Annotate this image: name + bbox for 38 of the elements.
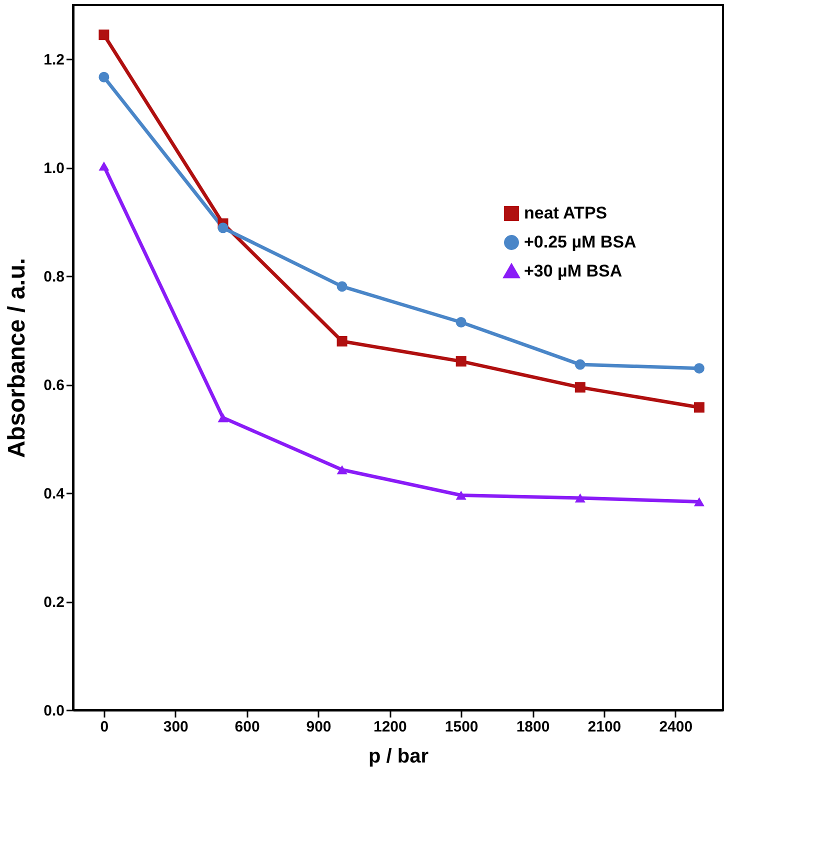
x-tick-label: 1200 [373, 718, 407, 736]
x-tick-label: 0 [100, 718, 109, 736]
point [98, 30, 110, 40]
point [694, 402, 704, 413]
point [98, 162, 110, 171]
y-tick-label: 0.6 [44, 377, 64, 394]
x-tick-label: 300 [163, 718, 188, 736]
x-axis-title: p / bar [368, 746, 429, 768]
y-tick-label: 0.0 [44, 702, 64, 720]
point [574, 359, 586, 370]
y-tick-label: 0.2 [44, 594, 64, 612]
point [456, 356, 466, 367]
y-tick-label: 1.0 [44, 160, 64, 178]
point [694, 497, 704, 506]
x-tick-label: 600 [234, 718, 260, 736]
point [218, 413, 228, 422]
point [456, 490, 466, 500]
point [218, 222, 228, 234]
point [336, 336, 348, 346]
y-tick-label: 0.4 [44, 486, 66, 503]
point [574, 493, 586, 502]
y-tick-label: 1.2 [44, 52, 64, 69]
y-tick-label: 0.8 [44, 268, 64, 286]
y-axis-title: Absorbance / a.u. [4, 258, 31, 458]
x-tick-label: 1500 [444, 718, 478, 736]
legend-label: +0.25 µM BSA [524, 232, 636, 252]
x-tick-label: 900 [306, 718, 332, 736]
x-tick-label: 1800 [516, 718, 550, 736]
point [574, 382, 586, 393]
point [336, 281, 348, 292]
x-tick-label: 2400 [659, 718, 693, 736]
point [694, 363, 704, 374]
point [98, 72, 110, 82]
legend-label: +30 µM BSA [524, 262, 622, 280]
point [456, 317, 466, 328]
legend-label: neat ATPS [524, 204, 608, 222]
point [336, 465, 348, 474]
x-tick-label: 2100 [588, 718, 622, 736]
